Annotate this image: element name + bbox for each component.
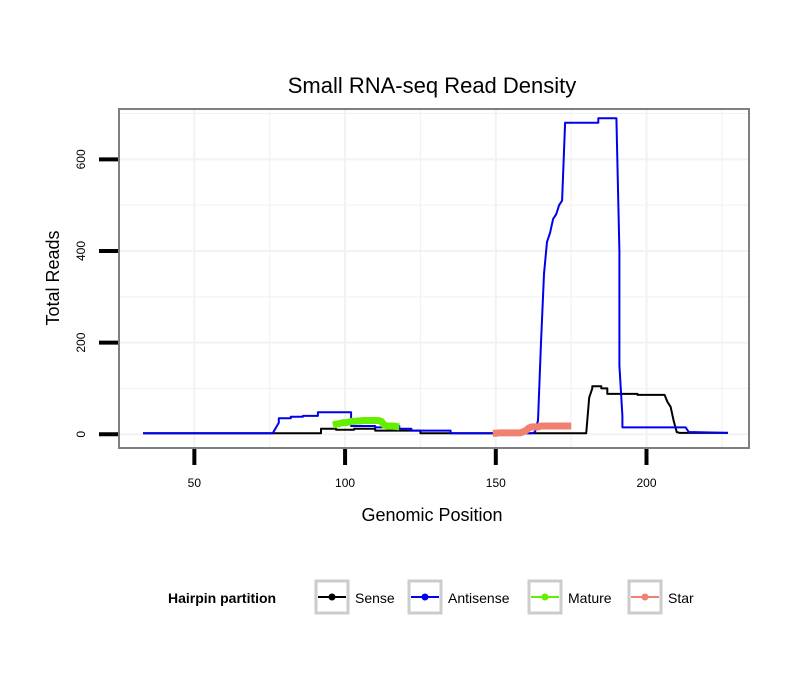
legend-item-antisense: Antisense — [407, 579, 510, 615]
series-mature-line — [331, 417, 400, 431]
x-tick-label: 100 — [335, 476, 355, 490]
y-tick-label: 600 — [74, 149, 88, 169]
series-sense-line — [143, 385, 728, 435]
y-tick-label: 400 — [74, 241, 88, 261]
legend: Hairpin partition Sense Antisense Mature St… — [168, 579, 694, 615]
series-antisense-line — [143, 117, 728, 435]
legend-item-sense: Sense — [314, 579, 395, 615]
legend-key-point — [328, 593, 336, 601]
x-tick-label: 200 — [636, 476, 656, 490]
legend-label: Antisense — [448, 590, 510, 606]
y-tick-label: 0 — [74, 431, 88, 438]
legend-item-star: Star — [627, 579, 694, 615]
legend-label: Star — [668, 590, 694, 606]
legend-label: Sense — [355, 590, 395, 606]
x-axis-label: Genomic Position — [361, 505, 502, 525]
plot-panel — [119, 109, 749, 448]
y-tick-label: 200 — [74, 332, 88, 352]
x-tick-label: 150 — [486, 476, 506, 490]
chart-title: Small RNA-seq Read Density — [288, 73, 577, 98]
legend-key-point — [421, 593, 429, 601]
legend-title: Hairpin partition — [168, 590, 276, 606]
y-axis-label: Total Reads — [43, 230, 63, 325]
x-tick-label: 50 — [188, 476, 202, 490]
y-axis: 0 200 400 600 — [74, 149, 118, 438]
series-layer — [143, 117, 728, 437]
legend-label: Mature — [568, 590, 612, 606]
plot-border — [118, 108, 750, 449]
legend-key-point — [641, 593, 649, 601]
legend-item-mature: Mature — [527, 579, 612, 615]
series-star-line — [492, 422, 572, 437]
legend-key-point — [541, 593, 549, 601]
x-axis: 50 100 150 200 — [188, 449, 657, 490]
